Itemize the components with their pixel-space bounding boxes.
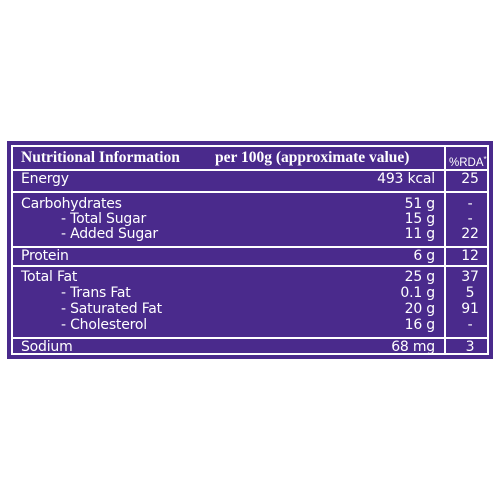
row-value-saturated-fat: 20 g xyxy=(404,301,436,317)
row-label-protein: Protein xyxy=(21,248,69,264)
row-value-trans-fat: 0.1 g xyxy=(400,285,435,301)
row-label-trans-fat: - Trans Fat xyxy=(61,285,131,301)
row-rda-total-fat: 37 xyxy=(461,269,479,285)
row-rda-trans-fat: 5 xyxy=(465,285,475,301)
row-label-cholesterol: - Cholesterol xyxy=(61,317,147,333)
row-label-total-sugar: - Total Sugar xyxy=(61,211,147,227)
row-label-total-fat: Total Fat xyxy=(21,269,78,285)
row-rda-total-sugar: - xyxy=(467,211,473,227)
row-value-total-fat: 25 g xyxy=(404,269,436,285)
row-label-added-sugar: - Added Sugar xyxy=(61,226,158,242)
nutrition-table: Nutritional Information per 100g (approx… xyxy=(11,145,489,355)
table-subtitle: per 100g (approximate value) xyxy=(215,149,410,166)
column-divider xyxy=(444,147,446,353)
rda-header: %RDA* xyxy=(449,155,487,169)
row-divider xyxy=(13,337,487,339)
row-rda-carbohydrates: - xyxy=(467,196,473,212)
row-rda-saturated-fat: 91 xyxy=(461,301,479,317)
nutrition-panel: Nutritional Information per 100g (approx… xyxy=(7,141,493,359)
row-value-sodium: 68 mg xyxy=(391,339,435,355)
row-label-saturated-fat: - Saturated Fat xyxy=(61,301,162,317)
row-divider xyxy=(13,265,487,267)
row-rda-protein: 12 xyxy=(461,248,479,264)
row-value-energy: 493 kcal xyxy=(377,171,435,187)
row-rda-added-sugar: 22 xyxy=(461,226,479,242)
table-title: Nutritional Information xyxy=(21,149,180,166)
row-rda-energy: 25 xyxy=(461,171,479,187)
row-value-protein: 6 g xyxy=(413,248,435,264)
row-divider xyxy=(13,169,487,171)
row-divider xyxy=(13,246,487,248)
row-label-sodium: Sodium xyxy=(21,339,73,355)
row-label-carbohydrates: Carbohydrates xyxy=(21,196,122,212)
row-value-cholesterol: 16 g xyxy=(404,317,436,333)
row-value-added-sugar: 11 g xyxy=(404,226,436,242)
row-rda-cholesterol: - xyxy=(467,317,473,333)
row-value-total-sugar: 15 g xyxy=(404,211,436,227)
row-label-energy: Energy xyxy=(21,171,69,187)
row-rda-sodium: 3 xyxy=(465,339,475,355)
row-value-carbohydrates: 51 g xyxy=(404,196,436,212)
row-divider xyxy=(13,191,487,193)
